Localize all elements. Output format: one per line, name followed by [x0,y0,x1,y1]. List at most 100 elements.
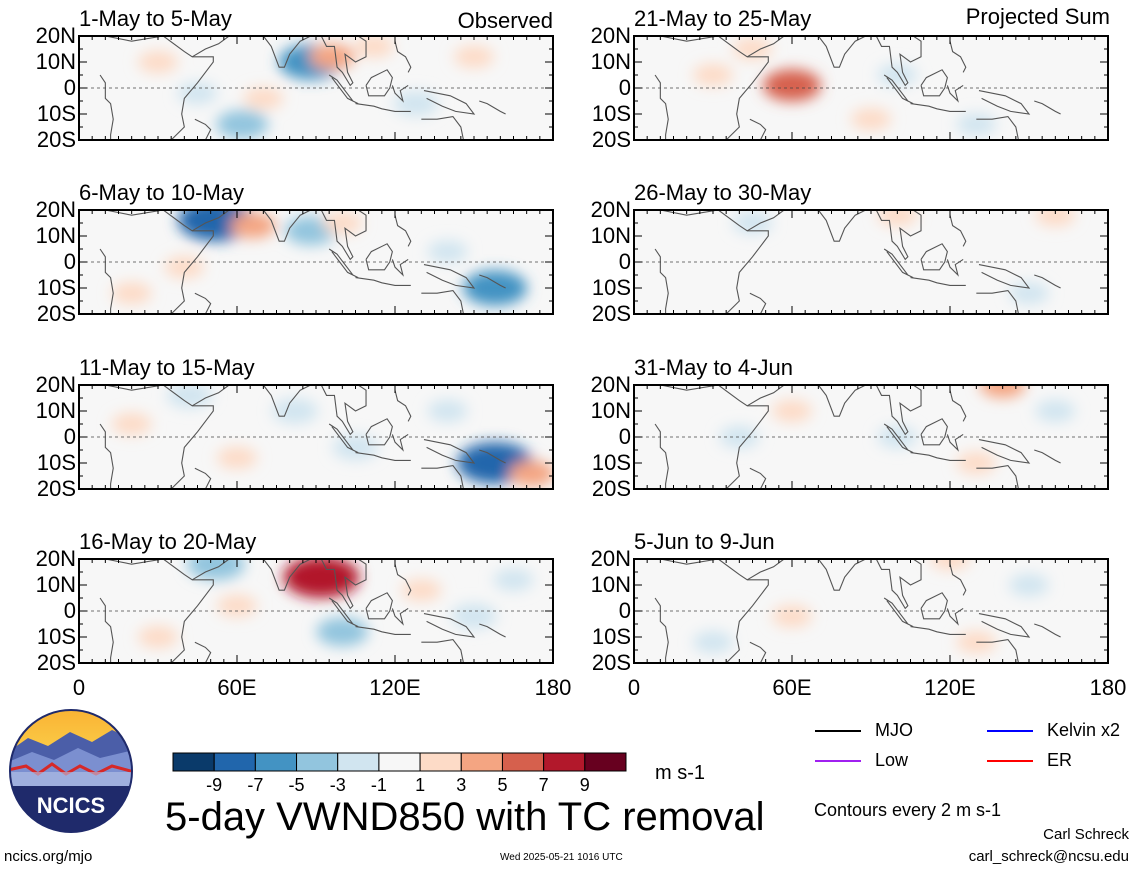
anomaly-blob [772,605,812,628]
coastline [194,641,212,663]
coastline [355,452,411,461]
colorbar-tick-label: -5 [289,775,305,795]
colorbar-swatch [419,752,462,772]
coastline [394,564,412,596]
x-axis-labels-col-1: 0 60E 120E 180 [73,675,571,700]
y-tick-label: 0 [64,424,76,449]
legend-label-er: ER [1047,750,1073,770]
colorbar-swatch [584,752,627,772]
y-tick-label: 0 [619,424,631,449]
y-tick-label: 10S [592,624,631,649]
anomaly-blob [332,434,379,461]
y-tick-label: 20N [591,546,631,571]
colorbar-swatch [296,752,339,772]
y-tick-label: 0 [64,75,76,100]
coastline [394,390,412,422]
legend-item-mjo: MJO [815,720,913,741]
anomaly-blob [217,446,257,469]
y-tick-label: 10N [591,49,631,74]
coastline [883,74,914,105]
y-tick-label: 0 [619,249,631,274]
coastline [328,423,359,454]
anomaly-blob [956,451,997,475]
coastline [910,277,966,286]
legend-item-low: Low [815,750,908,771]
coastline [391,258,409,277]
coastline [1034,100,1061,115]
x-tick-label: 180 [1090,675,1127,700]
coastlines [79,36,506,140]
coastlines [79,210,506,314]
column-label-observed: Observed [458,8,553,33]
x-tick-label: 120E [369,675,420,700]
site-link[interactable]: ncics.org/mjo [4,848,93,865]
coastline [949,564,967,596]
coastline [355,277,411,286]
anomaly-blob [138,50,178,74]
coastline [978,613,1031,638]
coastline [749,467,767,489]
panel-title: 1-May to 5-May [79,6,232,31]
y-tick-label: 20S [37,127,76,152]
y-tick-label: 20N [591,372,631,397]
coastline [99,423,114,489]
coastline [194,467,212,489]
coastline [423,264,476,289]
coastline [194,292,212,314]
colorbar-swatch [543,752,586,772]
coastline [910,452,966,461]
coastline [883,248,914,279]
coastline [79,36,214,140]
y-tick-label: 10S [37,624,76,649]
y-tick-label: 10S [37,101,76,126]
coastline [949,390,967,422]
y-tick-label: 20N [36,546,76,571]
y-tick-label: 10N [36,49,76,74]
colorbar-swatch [213,752,256,772]
colorbar-tick-label: -1 [371,775,387,795]
anomaly-blob [463,270,528,306]
legend-label-kelvin: Kelvin x2 [1047,720,1121,740]
colorbar-tick-label: -7 [247,775,263,795]
author-email[interactable]: carl_schreck@ncsu.edu [968,848,1129,865]
contour-note: Contours every 2 m s-1 [814,800,1002,820]
y-tick-label: 10S [37,275,76,300]
colorbar-tick-label: 7 [539,775,549,795]
y-tick-label: 20N [36,23,76,48]
coastline [79,559,214,663]
y-tick-label: 0 [64,598,76,623]
coastline [946,84,964,103]
coastline [654,423,669,489]
colorbar-swatch [501,752,545,772]
coastline [978,264,1031,289]
anomaly-blob [271,398,318,424]
anomaly-blob [216,110,269,139]
legend-line-low [815,760,861,763]
anomaly-blob [111,282,152,305]
y-tick-label: 20S [592,476,631,501]
panel-field [79,210,528,314]
anomaly-blob [166,385,213,409]
coastline [99,248,114,314]
anomaly-blob [427,399,468,423]
author-name: Carl Schreck [1043,826,1129,843]
y-tick-label: 0 [619,598,631,623]
anomaly-blob [322,211,363,235]
y-tick-label: 20S [592,127,631,152]
coastlines [634,210,1061,314]
coastline [479,100,506,115]
legend-item-er: ER [987,750,1072,771]
anomaly-blob [1035,399,1076,423]
anomaly-blob [1009,282,1049,305]
coastline [920,592,948,620]
coastline [79,385,214,489]
coastline [328,248,359,279]
coastline [355,103,411,112]
y-tick-label: 20N [591,23,631,48]
y-tick-label: 20S [592,650,631,675]
anomaly-blob [283,559,360,598]
y-tick-label: 20S [37,650,76,675]
